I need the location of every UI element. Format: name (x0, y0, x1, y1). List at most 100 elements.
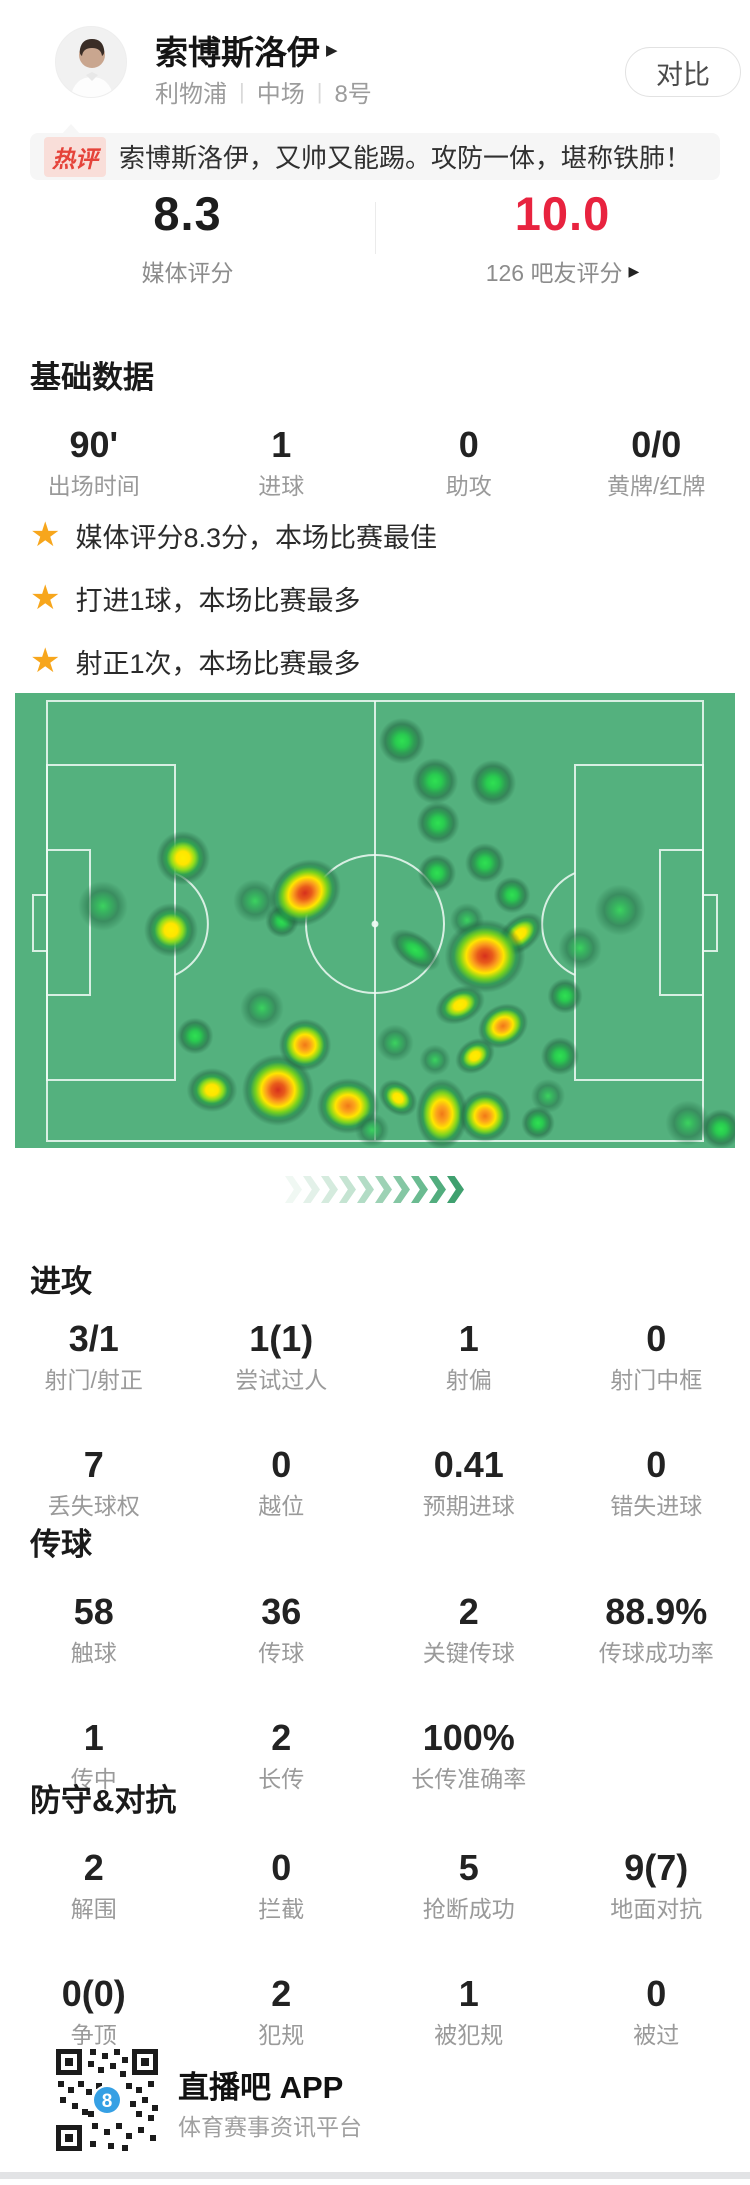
fans-rating-label: 126 吧友评分 ▶ (375, 254, 750, 288)
stat-cell: 9(7) 地面对抗 (563, 1846, 750, 1922)
heat-spot (411, 796, 465, 850)
chevron-right-icon (303, 1176, 320, 1203)
stat-label: 射门中框 (610, 1367, 703, 1393)
stat-cell: 1 被犯规 (375, 1972, 563, 2048)
stat-value: 1(1) (249, 1318, 314, 1359)
stat-value: 36 (261, 1591, 302, 1632)
fans-rating[interactable]: 10.0 126 吧友评分 ▶ (375, 190, 750, 288)
team-name: 利物浦 (155, 81, 227, 108)
heat-spots-layer (15, 693, 735, 1148)
player-name[interactable]: 索博斯洛伊 ▶ (155, 26, 338, 74)
fans-rating-value: 10.0 (514, 187, 611, 240)
section-title-passing: 传球 (30, 1527, 92, 1562)
basic-stats-grid: 90' 出场时间 1 进球 0 助攻 0/0 黄牌/红牌 (0, 423, 750, 499)
stat-value: 1 (271, 424, 292, 465)
stat-label: 越位 (258, 1493, 305, 1519)
player-position: 中场 (256, 81, 305, 108)
stat-cell: 0(0) 争顶 (0, 1972, 188, 2048)
meta-separator: | (239, 78, 245, 104)
stat-label: 触球 (70, 1640, 117, 1666)
stat-label: 进球 (258, 473, 305, 499)
highlight-row: ★ 打进1球，本场比赛最多 (30, 580, 437, 616)
rating-divider (375, 202, 376, 254)
stat-cell: 1(1) 尝试过人 (188, 1317, 376, 1393)
expand-arrow-icon: ▶ (326, 42, 338, 59)
stat-value: 100% (422, 1717, 515, 1758)
stat-cell: 2 关键传球 (375, 1590, 563, 1666)
stat-value: 1 (83, 1717, 104, 1758)
stat-label: 犯规 (258, 2022, 305, 2048)
stat-value: 7 (83, 1444, 104, 1485)
heat-spot (71, 874, 135, 938)
stat-value: 1 (458, 1318, 479, 1359)
stat-value: 2 (271, 1973, 292, 2014)
stat-label: 黄牌/红牌 (607, 473, 706, 499)
heat-spot (696, 1104, 735, 1148)
section-title-defense: 防守&对抗 (30, 1783, 177, 1818)
stat-label: 传球 (258, 1640, 305, 1666)
chevron-right-icon (429, 1176, 446, 1203)
app-name: 直播吧 APP (178, 2070, 344, 2105)
chevron-right-icon (447, 1176, 464, 1203)
stat-value: 0.41 (433, 1444, 504, 1485)
star-icon: ★ (30, 579, 61, 617)
heat-spot (413, 849, 461, 897)
highlight-text: 打进1球，本场比赛最多 (75, 585, 361, 616)
meta-separator: | (316, 78, 323, 104)
heat-spot (350, 1108, 394, 1148)
heat-spot (274, 1014, 336, 1076)
stat-value: 2 (458, 1591, 479, 1632)
stat-cell: 3/1 射门/射正 (0, 1317, 188, 1393)
stat-value: 2 (271, 1717, 292, 1758)
hot-comment-banner: 热评 索博斯洛伊，又帅又能踢。攻防一体，堪称铁肺！ (30, 133, 720, 180)
stat-label: 丢失球权 (47, 1493, 140, 1519)
stat-cell: 1 射偏 (375, 1317, 563, 1393)
stat-cell: 7 丢失球权 (0, 1443, 188, 1519)
stat-cell: 2 长传 (188, 1716, 376, 1792)
stat-cell: 5 抢断成功 (375, 1846, 563, 1922)
heat-spot (536, 1032, 584, 1080)
stat-cell: 88.9% 传球成功率 (563, 1590, 750, 1666)
stat-label: 传球成功率 (598, 1640, 714, 1666)
stat-cell: 36 传球 (188, 1590, 376, 1666)
heat-spot (150, 825, 216, 891)
app-qr-code: 8 (52, 2045, 162, 2155)
stat-value: 0(0) (61, 1973, 126, 2014)
highlight-text: 射正1次，本场比赛最多 (75, 648, 361, 679)
stat-label: 拦截 (258, 1896, 305, 1922)
chevron-right-icon (285, 1176, 302, 1203)
hot-comment-badge: 热评 (44, 136, 106, 177)
passing-stats-grid: 58 触球 36 传球 2 关键传球 88.9% 传球成功率 1 传中 2 长传 100% 长传准确率 (0, 1590, 750, 1792)
heat-spot (181, 1063, 243, 1117)
highlight-row: ★ 媒体评分8.3分，本场比赛最佳 (30, 517, 437, 553)
stat-value: 0 (271, 1444, 292, 1485)
highlight-text: 媒体评分8.3分，本场比赛最佳 (75, 522, 438, 553)
stat-label: 长传 (258, 1766, 305, 1792)
compare-button[interactable]: 对比 (625, 47, 741, 97)
qr-logo-8: 8 (102, 2091, 113, 2112)
avatar-placeholder-image (56, 27, 126, 97)
player-avatar[interactable] (55, 26, 127, 98)
stat-cell: 0/0 黄牌/红牌 (563, 423, 750, 499)
qr-app-logo (94, 2087, 120, 2113)
shirt-number: 8号 (334, 81, 372, 108)
stat-cell: 2 解围 (0, 1846, 188, 1922)
stat-cell: 1 进球 (188, 423, 376, 499)
stat-cell: 1 传中 (0, 1716, 188, 1792)
stat-label: 关键传球 (422, 1640, 515, 1666)
highlight-row: ★ 射正1次，本场比赛最多 (30, 643, 437, 679)
stat-label: 尝试过人 (235, 1367, 328, 1393)
heat-spot (517, 1102, 559, 1144)
chevron-right-icon (321, 1176, 338, 1203)
scroll-chevrons (0, 1176, 750, 1203)
stat-cell: 0 被过 (563, 1972, 750, 2048)
stat-label: 错失进球 (610, 1493, 703, 1519)
stat-label: 长传准确率 (411, 1766, 527, 1792)
player-meta: 利物浦 | 中场 | 8号 (155, 74, 372, 109)
hot-comment-text: 索博斯洛伊，又帅又能踢。攻防一体，堪称铁肺！ (119, 143, 692, 173)
defense-stats-grid: 2 解围 0 拦截 5 抢断成功 9(7) 地面对抗 0(0) 争顶 2 犯规 1 被犯规 0 被过 (0, 1846, 750, 2048)
stat-label: 预期进球 (422, 1493, 515, 1519)
section-title-basic: 基础数据 (30, 360, 154, 395)
chevron-right-icon (339, 1176, 356, 1203)
